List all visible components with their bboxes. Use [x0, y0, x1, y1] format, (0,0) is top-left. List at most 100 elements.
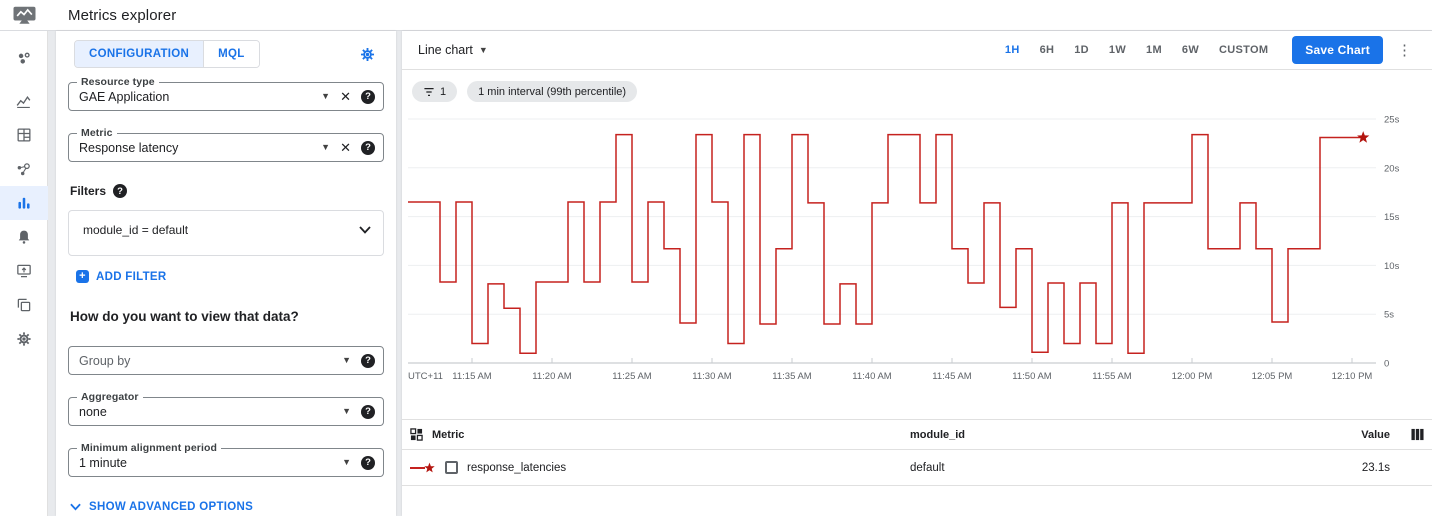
nav-settings-gear-icon[interactable]	[0, 322, 48, 356]
left-nav-rail	[0, 31, 48, 516]
aggregator-dropdown-icon[interactable]: ▼	[342, 406, 351, 416]
alignment-period-field[interactable]: Minimum alignment period 1 minute ▼ ?	[68, 442, 384, 477]
chart-area: 11:15 AM 11:20 AM 11:25 AM 11:30 AM 11:35 AM…	[402, 104, 1432, 401]
aggregator-field[interactable]: Aggregator none ▼ ?	[68, 391, 384, 426]
svg-text:11:50 AM: 11:50 AM	[1012, 371, 1052, 382]
group-by-placeholder: Group by	[79, 353, 131, 368]
chart-settings-gear-icon[interactable]	[359, 46, 376, 63]
svg-text:11:25 AM: 11:25 AM	[612, 371, 652, 382]
config-tabgroup: CONFIGURATION MQL	[74, 40, 260, 68]
metric-field[interactable]: Metric Response latency ▼ ✕ ?	[68, 127, 384, 162]
resource-type-value: GAE Application	[79, 89, 170, 104]
nav-metrics-explorer-icon[interactable]	[0, 186, 48, 220]
filter-row[interactable]: module_id = default	[68, 210, 384, 256]
resource-type-clear-icon[interactable]: ✕	[340, 88, 351, 104]
resource-type-help-icon[interactable]: ?	[361, 89, 375, 104]
resource-type-field[interactable]: Resource type GAE Application ▼ ✕ ?	[68, 76, 384, 111]
nav-dashboards-icon[interactable]	[0, 118, 48, 152]
svg-text:11:40 AM: 11:40 AM	[852, 371, 892, 382]
advanced-chevron-down-icon	[70, 503, 81, 511]
row-metric-name: response_latencies	[467, 461, 567, 474]
alignment-period-label: Minimum alignment period	[77, 442, 221, 454]
table-header-row: Metric module_id Value	[402, 419, 1432, 450]
row-value: 23.1s	[1361, 461, 1390, 474]
nav-alerting-bell-icon[interactable]	[0, 220, 48, 254]
save-chart-button[interactable]: Save Chart	[1292, 36, 1383, 64]
svg-text:25s: 25s	[1384, 115, 1400, 126]
table-toggle-icon[interactable]	[410, 428, 423, 441]
latency-chart: 11:15 AM 11:20 AM 11:25 AM 11:30 AM 11:35 AM…	[408, 115, 1400, 382]
metric-clear-icon[interactable]: ✕	[340, 139, 351, 155]
col-module-id-header: module_id	[910, 428, 966, 441]
alignment-help-icon[interactable]: ?	[361, 455, 375, 470]
range-1m-button[interactable]: 1M	[1146, 44, 1162, 56]
nav-groups-icon[interactable]	[0, 288, 48, 322]
svg-text:20s: 20s	[1384, 163, 1400, 174]
svg-text:0: 0	[1384, 359, 1389, 370]
configuration-panel: CONFIGURATION MQL Resource type GAE Appl…	[56, 31, 396, 516]
filters-heading: Filters	[70, 184, 107, 198]
svg-text:11:55 AM: 11:55 AM	[1092, 371, 1132, 382]
svg-text:11:20 AM: 11:20 AM	[532, 371, 572, 382]
chart-type-selector[interactable]: Line chart ▼	[418, 43, 488, 57]
nav-uptime-check-icon[interactable]	[0, 254, 48, 288]
nav-cluster-dots-icon[interactable]	[0, 41, 48, 75]
row-checkbox[interactable]	[445, 461, 458, 474]
svg-text:UTC+11: UTC+11	[408, 371, 443, 382]
aggregator-value: none	[79, 404, 107, 419]
tab-configuration[interactable]: CONFIGURATION	[75, 41, 205, 67]
series-legend-icon	[410, 462, 435, 472]
range-1h-button[interactable]: 1H	[1004, 44, 1020, 56]
monitoring-logo-icon[interactable]	[0, 4, 48, 26]
metric-dropdown-icon[interactable]: ▼	[321, 142, 331, 152]
svg-text:10s: 10s	[1384, 261, 1400, 272]
nav-overview-chart-icon[interactable]	[0, 84, 48, 118]
add-filter-button[interactable]: + ADD FILTER	[76, 270, 384, 283]
tab-mql[interactable]: MQL	[204, 41, 259, 67]
page-title: Metrics explorer	[68, 6, 177, 24]
table-row[interactable]: response_latencies default 23.1s	[402, 450, 1432, 486]
more-options-kebab-icon[interactable]: ⋮	[1397, 42, 1412, 59]
group-by-field[interactable]: Group by ▼ ?	[68, 346, 384, 375]
metric-label: Metric	[77, 127, 117, 139]
filters-help-icon[interactable]: ?	[113, 184, 128, 198]
metric-help-icon[interactable]: ?	[361, 140, 375, 155]
metric-value: Response latency	[79, 140, 179, 155]
chips-row: 1 1 min interval (99th percentile)	[402, 70, 1432, 104]
svg-text:12:05 PM: 12:05 PM	[1252, 371, 1293, 382]
resource-type-dropdown-icon[interactable]: ▼	[321, 91, 331, 101]
filter-expression: module_id = default	[83, 223, 189, 237]
add-filter-plus-icon: +	[76, 270, 89, 283]
interval-chip[interactable]: 1 min interval (99th percentile)	[467, 81, 638, 102]
nav-services-icon[interactable]	[0, 152, 48, 186]
app-bar: Metrics explorer	[0, 0, 1432, 31]
range-6h-button[interactable]: 6H	[1039, 44, 1055, 56]
chart-toolbar: Line chart ▼ 1H 6H 1D 1W 1M 6W CUSTOM Sa…	[402, 31, 1432, 70]
resource-type-label: Resource type	[77, 76, 159, 88]
aggregator-label: Aggregator	[77, 391, 143, 403]
svg-text:11:45 AM: 11:45 AM	[932, 371, 972, 382]
range-6w-button[interactable]: 6W	[1181, 44, 1200, 56]
svg-text:12:10 PM: 12:10 PM	[1332, 371, 1373, 382]
svg-text:15s: 15s	[1384, 212, 1400, 223]
column-selector-icon[interactable]	[1411, 428, 1424, 441]
range-1w-button[interactable]: 1W	[1108, 44, 1127, 56]
range-custom-button[interactable]: CUSTOM	[1219, 44, 1269, 56]
filter-list-icon	[424, 87, 434, 96]
show-advanced-options-button[interactable]: SHOW ADVANCED OPTIONS	[70, 501, 384, 513]
group-by-help-icon[interactable]: ?	[361, 353, 375, 368]
col-value-header: Value	[1361, 428, 1390, 441]
range-1d-button[interactable]: 1D	[1074, 44, 1089, 56]
svg-text:11:35 AM: 11:35 AM	[772, 371, 812, 382]
legend-table: Metric module_id Value response_latencie…	[402, 419, 1432, 486]
svg-text:5s: 5s	[1384, 310, 1394, 321]
filter-expand-chevron-icon[interactable]	[359, 226, 371, 234]
group-by-dropdown-icon[interactable]: ▼	[342, 355, 351, 365]
row-module-id: default	[910, 461, 945, 474]
filter-count-chip[interactable]: 1	[412, 81, 458, 102]
aggregator-help-icon[interactable]: ?	[361, 404, 375, 419]
alignment-dropdown-icon[interactable]: ▼	[342, 457, 351, 467]
view-data-heading: How do you want to view that data?	[70, 309, 299, 324]
alignment-period-value: 1 minute	[79, 455, 127, 470]
chart-type-caret-icon: ▼	[478, 44, 488, 55]
